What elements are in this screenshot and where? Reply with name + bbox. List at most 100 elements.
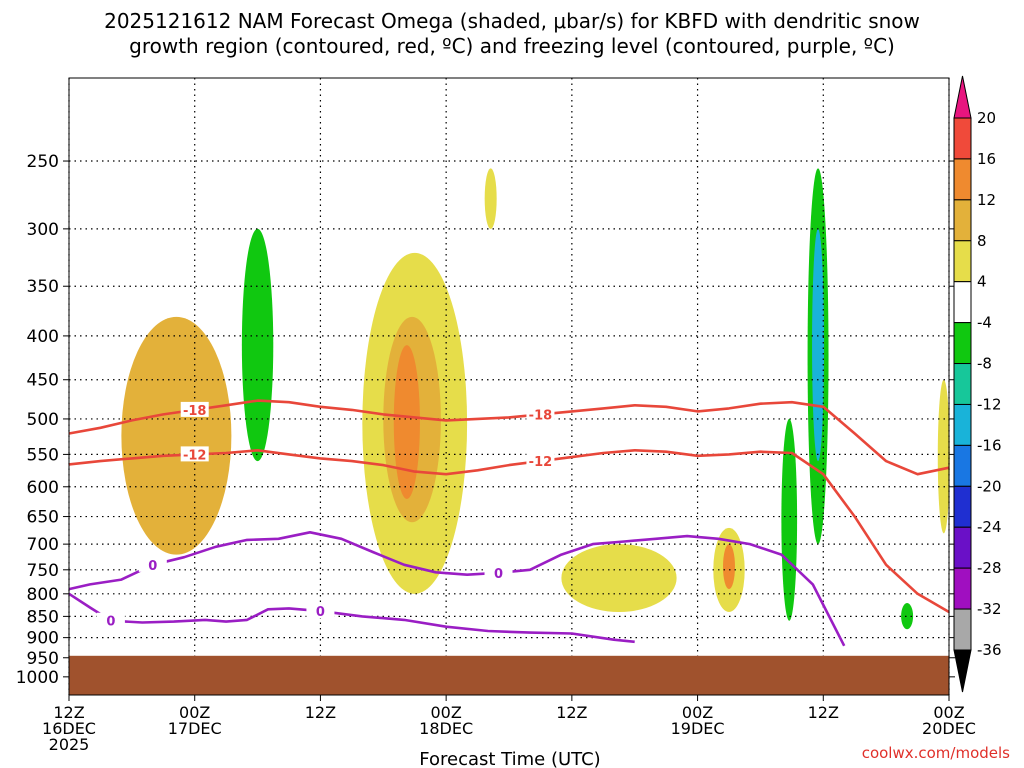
contour-label: -18	[183, 404, 207, 419]
contour-label: 0	[148, 559, 157, 574]
contour-line	[68, 449, 950, 614]
colorbar-label: -28	[977, 559, 1002, 577]
x-tick-label: 20DEC	[922, 719, 976, 738]
colorbar-segment	[953, 444, 972, 487]
colorbar-segment	[953, 403, 972, 446]
contour-layer: -18 -18 -12 -12 0 0 0 0	[68, 399, 950, 647]
contour-line	[68, 399, 950, 476]
surface-ground-fill	[69, 655, 949, 695]
y-tick-label: 750	[27, 561, 59, 581]
y-tick-label: 1000	[16, 668, 59, 688]
credit-text: coolwx.com/models	[862, 744, 1010, 762]
colorbar-label: -12	[977, 395, 1002, 413]
colorbar-label: -16	[977, 436, 1002, 454]
x-tick-label: 19DEC	[671, 719, 725, 738]
contour-label: -12	[183, 448, 207, 463]
y-tick-label: 600	[27, 478, 59, 498]
omega-shaded-region	[901, 603, 914, 630]
colorbar-label: -20	[977, 477, 1002, 495]
y-tick-label: 800	[27, 585, 59, 605]
x-tick-label: 2025	[49, 735, 90, 754]
omega-shaded-region	[781, 418, 798, 621]
colorbar-segment	[953, 526, 972, 569]
y-tick-label: 700	[27, 535, 59, 555]
colorbar-label: 20	[977, 109, 996, 127]
x-tick-label: 12Z	[556, 703, 587, 722]
colorbar-segment	[953, 240, 972, 283]
contour-line	[68, 592, 635, 644]
contour-label-background	[306, 603, 335, 619]
y-tick-label: 350	[27, 277, 59, 297]
colorbar-segment	[953, 281, 972, 324]
chart-title-line-2: growth region (contoured, red, ºC) and f…	[129, 34, 895, 58]
omega-shaded-region	[393, 345, 420, 499]
colorbar: 20 16 12 8 4 -4 -8 -12 -16 -20 -24 -28 -32 -36	[953, 75, 1002, 693]
colorbar-segment	[953, 608, 972, 651]
x-tick-label: 18DEC	[419, 719, 473, 738]
omega-shaded-region	[561, 544, 677, 612]
colorbar-segment	[953, 322, 972, 365]
x-tick-label: 12Z	[808, 703, 839, 722]
colorbar-label: 12	[977, 191, 996, 209]
y-tick-label: 850	[27, 607, 59, 627]
colorbar-bottom-triangle	[953, 649, 972, 693]
omega-shaded-region	[812, 228, 825, 462]
colorbar-segment	[953, 567, 972, 610]
x-tick-label: 17DEC	[168, 719, 222, 738]
x-axis-label: Forecast Time (UTC)	[419, 749, 600, 768]
colorbar-label: -8	[977, 355, 992, 373]
contour-label: 0	[106, 615, 115, 630]
omega-shading-layer	[121, 168, 950, 630]
y-tick-label: 650	[27, 508, 59, 528]
y-tick-label: 550	[27, 445, 59, 465]
colorbar-label: -36	[977, 641, 1002, 659]
contour-label: 0	[494, 567, 503, 582]
chart-title-line-1: 2025121612 NAM Forecast Omega (shaded, μ…	[104, 9, 920, 33]
colorbar-segment	[953, 158, 972, 201]
colorbar-segment	[953, 485, 972, 528]
omega-shaded-region	[937, 379, 950, 534]
x-tick-label: 16DEC	[42, 719, 96, 738]
contour-label-background	[138, 556, 167, 572]
contour-label: 0	[316, 605, 325, 620]
colorbar-label: -24	[977, 518, 1002, 536]
colorbar-segment	[953, 199, 972, 242]
x-tick-label: 00Z	[179, 703, 210, 722]
contour-label-background	[96, 612, 125, 628]
y-tick-label: 500	[27, 410, 59, 430]
x-tick-label: 12Z	[305, 703, 336, 722]
colorbar-top-triangle	[953, 75, 972, 119]
x-tick-label: 00Z	[430, 703, 461, 722]
contour-label-background	[484, 564, 513, 580]
y-tick-label: 950	[27, 649, 59, 669]
omega-shaded-region	[121, 316, 232, 555]
contour-line	[68, 531, 846, 647]
colorbar-label: 8	[977, 232, 987, 250]
omega-shaded-region	[484, 168, 497, 229]
x-tick-label: 00Z	[933, 703, 964, 722]
contour-label-background	[526, 453, 555, 469]
y-tick-label: 300	[27, 220, 59, 240]
colorbar-segment	[953, 117, 972, 160]
colorbar-label: 4	[977, 273, 987, 291]
colorbar-label: -4	[977, 314, 992, 332]
contour-label-background	[180, 401, 209, 417]
contour-label-background	[526, 406, 555, 422]
y-tick-label: 450	[27, 371, 59, 391]
y-tick-label: 250	[27, 152, 59, 172]
colorbar-label: -32	[977, 600, 1002, 618]
contour-label: -18	[529, 408, 553, 423]
contour-label-background	[180, 446, 209, 462]
plot-frame	[68, 77, 950, 696]
y-axis-ticks: 2503003504004505005506006507007508008509…	[16, 152, 955, 688]
x-tick-label: 12Z	[53, 703, 84, 722]
x-tick-label: 00Z	[682, 703, 713, 722]
omega-shaded-region	[241, 228, 274, 462]
omega-shaded-region	[723, 544, 735, 590]
colorbar-segment	[953, 363, 972, 405]
contour-label: -12	[529, 455, 553, 470]
y-tick-label: 900	[27, 629, 59, 649]
colorbar-label: 16	[977, 150, 996, 168]
